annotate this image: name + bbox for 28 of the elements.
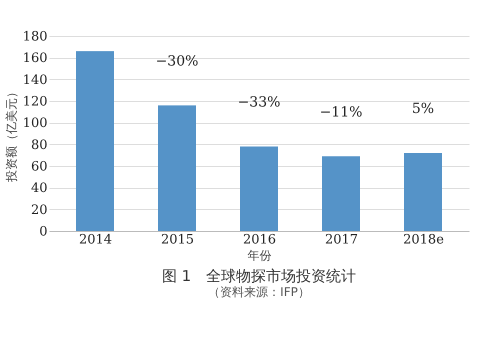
bar xyxy=(76,51,114,231)
y-tick-label: 20 xyxy=(30,202,48,218)
bar xyxy=(158,105,196,231)
x-tick-label: 2017 xyxy=(324,232,358,248)
x-axis-title: 年份 xyxy=(248,248,272,262)
x-tick-label: 2015 xyxy=(160,232,194,248)
annotation: −30% xyxy=(156,53,198,70)
annotation: −33% xyxy=(238,94,280,110)
text: （资料来源：IFP） xyxy=(208,285,310,299)
y-tick-label: 80 xyxy=(30,138,48,153)
annotation: 5% xyxy=(412,101,434,117)
y-axis-title: 投资额（亿美元） xyxy=(4,86,19,183)
y-tick-label: 0 xyxy=(39,224,48,240)
y-tick-label: 160 xyxy=(22,51,48,66)
y-tick-label: 120 xyxy=(22,94,48,110)
y-tick-label: 140 xyxy=(22,72,48,88)
y-tick-label: 100 xyxy=(22,116,48,132)
x-tick-label: 2018e xyxy=(403,232,444,248)
y-tick-label: 60 xyxy=(30,160,48,174)
annotation: −11% xyxy=(320,104,362,120)
bar xyxy=(404,153,442,231)
bar xyxy=(322,156,360,231)
y-tick-label: 180 xyxy=(22,30,48,44)
bar xyxy=(240,146,278,231)
x-tick-label: 2016 xyxy=(242,232,276,248)
x-tick-label: 2014 xyxy=(78,232,112,248)
y-tick-label: 40 xyxy=(30,181,48,196)
text: 图 1 全球物探市场投资统计 xyxy=(162,267,356,285)
